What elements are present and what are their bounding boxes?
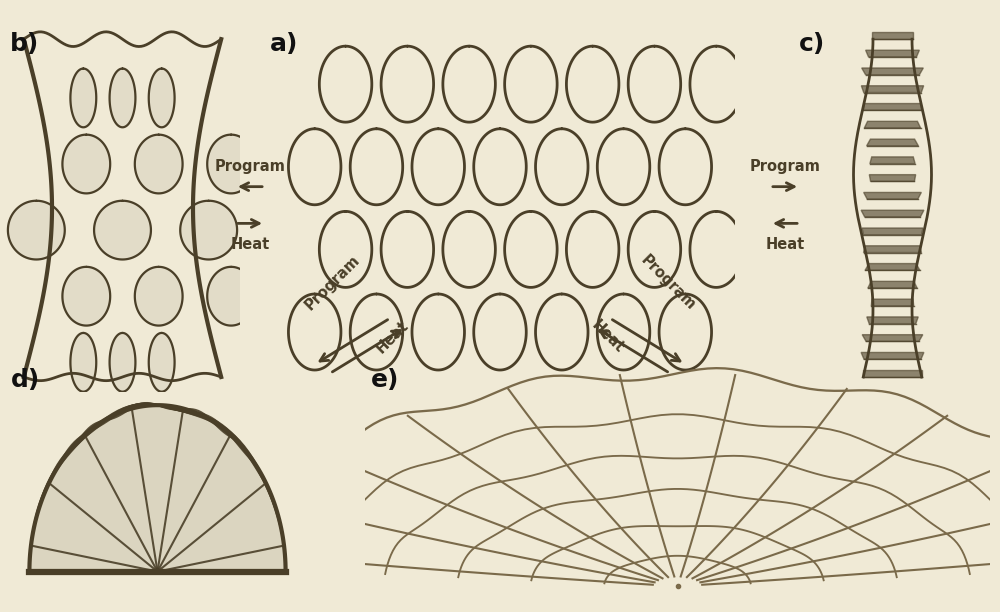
Polygon shape bbox=[110, 333, 135, 392]
Polygon shape bbox=[867, 317, 918, 324]
Polygon shape bbox=[864, 192, 921, 199]
Polygon shape bbox=[871, 299, 914, 306]
Polygon shape bbox=[149, 333, 175, 392]
Text: Program: Program bbox=[638, 253, 698, 313]
Polygon shape bbox=[870, 157, 915, 163]
Polygon shape bbox=[207, 135, 255, 193]
Polygon shape bbox=[149, 69, 175, 127]
Text: c): c) bbox=[799, 32, 825, 56]
Polygon shape bbox=[110, 69, 135, 127]
Polygon shape bbox=[868, 282, 917, 288]
Polygon shape bbox=[863, 103, 922, 110]
Polygon shape bbox=[207, 267, 255, 326]
Polygon shape bbox=[861, 86, 924, 92]
Text: d): d) bbox=[11, 368, 40, 392]
Text: Heat: Heat bbox=[230, 237, 270, 252]
Polygon shape bbox=[864, 121, 921, 128]
Polygon shape bbox=[862, 228, 923, 235]
Polygon shape bbox=[135, 135, 183, 193]
Polygon shape bbox=[70, 333, 96, 392]
Text: e): e) bbox=[371, 368, 400, 392]
Polygon shape bbox=[29, 405, 286, 572]
Text: b): b) bbox=[10, 32, 39, 56]
Text: Heat: Heat bbox=[373, 318, 411, 356]
Polygon shape bbox=[865, 264, 920, 271]
Text: Heat: Heat bbox=[589, 318, 627, 356]
Polygon shape bbox=[867, 139, 918, 146]
Text: Program: Program bbox=[750, 159, 820, 174]
Polygon shape bbox=[62, 267, 110, 326]
Polygon shape bbox=[864, 246, 921, 253]
Polygon shape bbox=[62, 135, 110, 193]
Polygon shape bbox=[94, 201, 151, 259]
Polygon shape bbox=[862, 68, 923, 75]
Polygon shape bbox=[869, 174, 916, 181]
Polygon shape bbox=[872, 32, 913, 39]
Text: Heat: Heat bbox=[765, 237, 805, 252]
Text: Program: Program bbox=[215, 159, 285, 174]
Polygon shape bbox=[861, 353, 924, 359]
Polygon shape bbox=[862, 335, 923, 341]
Polygon shape bbox=[861, 210, 924, 217]
Text: Program: Program bbox=[302, 253, 362, 313]
Polygon shape bbox=[8, 201, 65, 259]
Polygon shape bbox=[863, 370, 922, 377]
Text: a): a) bbox=[270, 32, 298, 56]
Polygon shape bbox=[70, 69, 96, 127]
Polygon shape bbox=[866, 50, 919, 57]
Polygon shape bbox=[135, 267, 183, 326]
Polygon shape bbox=[180, 201, 237, 259]
